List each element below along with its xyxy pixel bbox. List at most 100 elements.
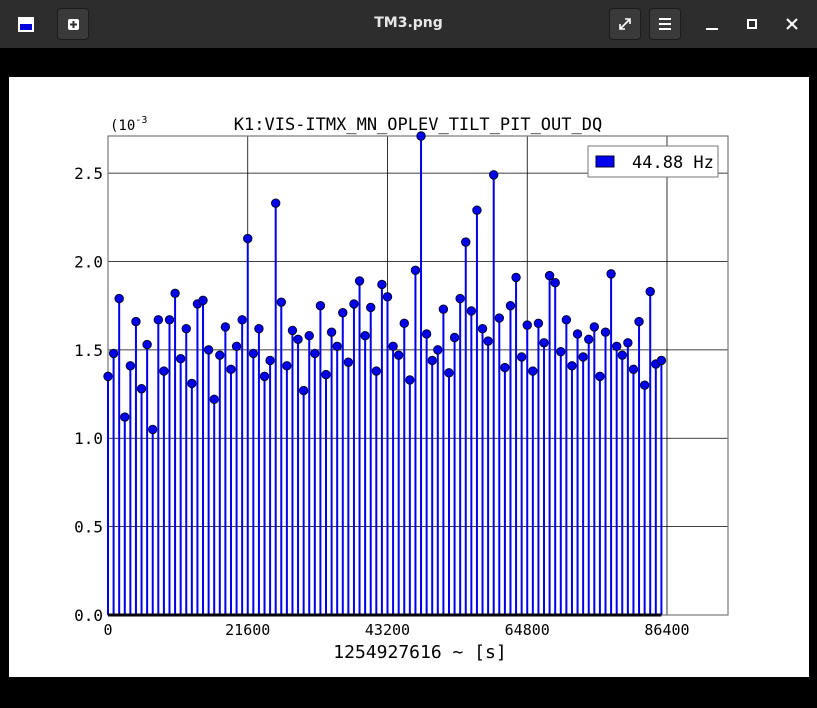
- stem-marker: [522, 320, 532, 330]
- stem-marker: [198, 295, 208, 306]
- series: [103, 131, 667, 617]
- stem-marker: [332, 341, 342, 352]
- stem-marker: [298, 385, 309, 396]
- app-icon-fill: [20, 24, 32, 30]
- legend-label: 44.88 Hz: [632, 153, 714, 173]
- stem-marker: [153, 315, 164, 325]
- stem-marker: [360, 331, 370, 341]
- stem-marker: [617, 350, 627, 360]
- stem-marker: [371, 366, 382, 376]
- menu-button[interactable]: [649, 8, 681, 40]
- stem-marker: [108, 348, 119, 359]
- stem-marker: [354, 276, 365, 286]
- stem-marker: [561, 315, 572, 325]
- stem-marker: [623, 338, 633, 348]
- stem-marker: [315, 300, 326, 311]
- stem-marker: [366, 302, 376, 313]
- stem-marker: [321, 369, 331, 380]
- stem-marker: [310, 348, 320, 359]
- stem-marker: [544, 270, 555, 281]
- stem-marker: [427, 355, 437, 366]
- x-tick-label: 86400: [644, 621, 689, 639]
- stem-marker: [265, 355, 275, 366]
- y-exponent: (10-3: [110, 115, 147, 134]
- stem-marker: [494, 313, 504, 323]
- stem-marker: [187, 378, 197, 389]
- stem-marker: [215, 350, 225, 360]
- stem-marker: [203, 345, 214, 355]
- stem-marker: [259, 371, 270, 382]
- stem-marker: [410, 265, 421, 276]
- stem-marker: [489, 170, 499, 180]
- stem-marker: [461, 237, 471, 247]
- stem-marker: [572, 329, 583, 339]
- stem-marker: [444, 368, 454, 378]
- x-tick-label: 21600: [225, 621, 270, 639]
- new-icon: [68, 19, 79, 30]
- stem-marker: [220, 322, 231, 332]
- y-tick-label: 0.5: [74, 518, 103, 537]
- y-exponent-power: -3: [135, 115, 147, 126]
- x-axis-label: 1254927616 ~ [s]: [333, 642, 506, 663]
- stem-marker: [550, 278, 560, 288]
- y-tick-label: 1.5: [74, 341, 103, 360]
- stem-marker: [114, 293, 124, 304]
- stem-marker: [293, 334, 303, 344]
- title-bar-icons: [18, 17, 798, 32]
- stem-marker: [578, 352, 588, 362]
- stem-marker: [377, 279, 387, 290]
- stem-marker: [500, 362, 510, 373]
- new-button[interactable]: [57, 8, 89, 40]
- stem-marker: [634, 316, 644, 327]
- stem-marker: [533, 318, 544, 329]
- stem-marker: [393, 350, 404, 360]
- stem-marker: [343, 357, 354, 367]
- stem-marker: [472, 205, 482, 215]
- stem-marker: [455, 293, 465, 304]
- title-bar: TM3.png: [0, 0, 817, 48]
- stem-marker: [125, 361, 136, 371]
- stem-marker: [505, 300, 516, 311]
- stem-marker: [164, 315, 175, 325]
- stem-marker: [120, 412, 130, 422]
- stem-marker: [405, 375, 415, 385]
- stem-marker: [382, 292, 393, 302]
- close-icon[interactable]: [786, 18, 798, 30]
- stem-marker: [433, 345, 443, 355]
- stem-marker: [466, 306, 477, 316]
- stem-marker: [170, 288, 180, 299]
- stem-marker: [416, 131, 426, 141]
- chart-title: K1:VIS-ITMX_MN_OPLEV_TILT_PIT_OUT_DQ: [234, 115, 602, 135]
- stem-marker: [231, 341, 242, 352]
- stem-marker: [645, 286, 655, 297]
- stem-marker: [589, 322, 600, 332]
- stem-marker: [399, 318, 409, 329]
- y-tick-label: 1.0: [74, 429, 103, 448]
- stem-marker: [556, 346, 566, 357]
- stem-marker: [209, 394, 219, 405]
- stem-marker: [237, 315, 247, 325]
- stem-marker: [656, 355, 667, 366]
- stem-marker: [142, 339, 152, 350]
- stem-marker: [595, 371, 605, 382]
- maximize-icon[interactable]: [747, 19, 757, 29]
- stem-marker: [326, 327, 337, 337]
- stem-marker: [103, 371, 113, 382]
- stem-marker: [421, 329, 432, 339]
- stem-marker: [477, 323, 488, 334]
- stem-marker: [159, 366, 169, 376]
- stem-marker: [516, 352, 527, 362]
- x-tick-label: 64800: [505, 621, 550, 639]
- stem-marker: [483, 336, 493, 346]
- stem-marker: [388, 341, 398, 352]
- y-tick-label: 2.5: [74, 164, 103, 183]
- stem-marker: [175, 354, 186, 364]
- stem-marker: [282, 361, 292, 371]
- fullscreen-button[interactable]: [609, 8, 641, 40]
- stem-marker: [276, 297, 286, 307]
- stem-marker: [226, 364, 236, 375]
- stem-marker: [611, 341, 622, 352]
- stem-marker: [584, 334, 594, 344]
